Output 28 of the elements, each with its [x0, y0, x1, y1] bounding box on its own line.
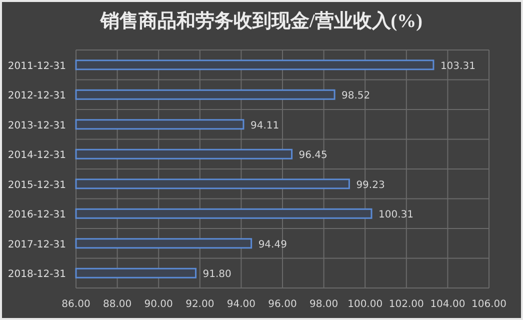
y-tick-label: 2017-12-31: [8, 239, 66, 250]
x-tick-label: 88.00: [102, 299, 132, 310]
x-tick-label: 98.00: [309, 299, 338, 310]
x-tick-label: 100.00: [348, 299, 383, 310]
y-tick-label: 2014-12-31: [8, 150, 66, 162]
x-tick-label: 90.00: [144, 299, 173, 310]
y-tick-label: 2013-12-31: [8, 120, 66, 132]
data-label: 91.80: [202, 269, 232, 280]
x-tick-label: 92.00: [186, 299, 214, 310]
chart-title: 销售商品和劳务收到现金/营业收入(%): [100, 10, 422, 32]
x-tick-label: 96.00: [268, 299, 297, 310]
y-tick-label: 2018-12-31: [8, 269, 66, 280]
y-tick-label: 2015-12-31: [8, 180, 66, 191]
data-label: 94.11: [250, 120, 280, 132]
x-tick-label: 102.00: [388, 299, 424, 310]
x-tick-label: 94.00: [226, 299, 256, 310]
y-tick-label: 2016-12-31: [8, 210, 66, 221]
data-label: 100.31: [378, 210, 414, 221]
y-tick-label: 2011-12-31: [8, 60, 66, 72]
data-label: 99.23: [356, 180, 385, 191]
x-tick-label: 86.00: [62, 299, 90, 310]
data-label: 98.52: [342, 90, 370, 102]
x-tick-label: 106.00: [472, 299, 506, 310]
data-label: 103.31: [440, 60, 476, 72]
x-tick-label: 104.00: [430, 299, 466, 310]
data-label: 94.49: [258, 239, 287, 250]
y-tick-label: 2012-12-31: [8, 90, 66, 102]
data-label: 96.45: [298, 150, 328, 162]
